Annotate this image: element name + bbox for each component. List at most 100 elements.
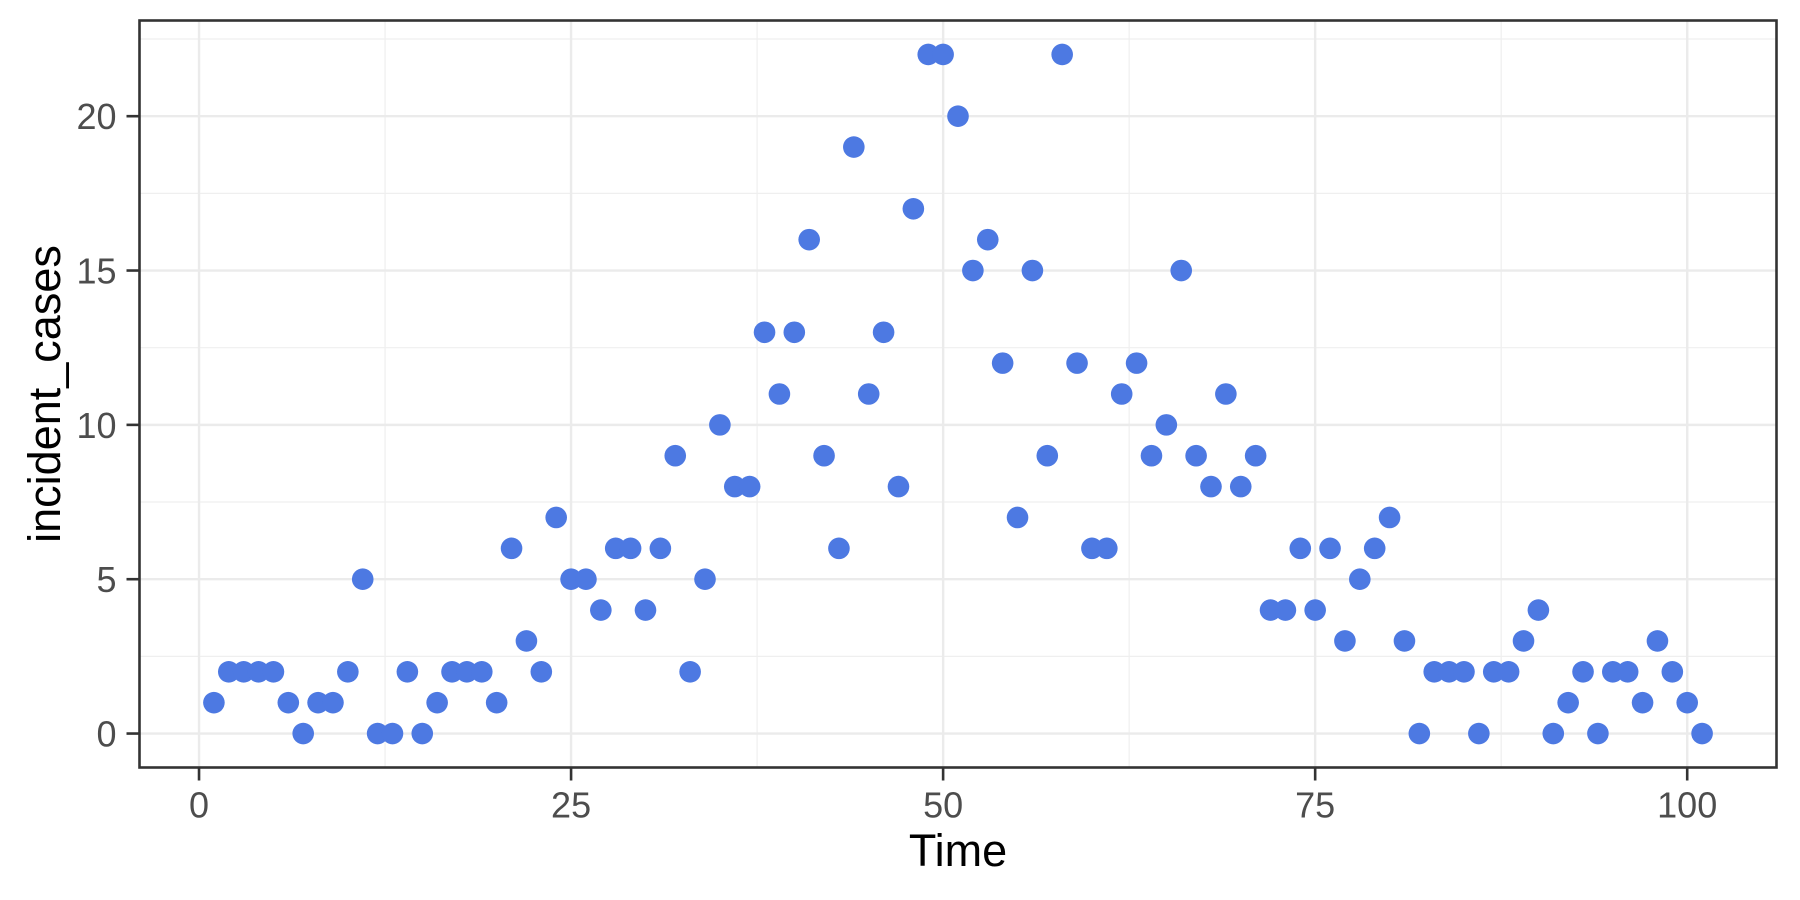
data-point: [1542, 722, 1565, 745]
data-point: [1497, 661, 1520, 683]
data-point: [991, 352, 1014, 374]
data-point: [1140, 444, 1163, 467]
data-point: [1021, 259, 1044, 282]
data-point: [783, 321, 806, 344]
data-point: [1557, 691, 1579, 714]
x-tick-label: 50: [923, 785, 963, 826]
data-point: [485, 691, 508, 714]
data-point: [426, 691, 448, 714]
data-point: [1587, 722, 1609, 745]
data-point: [1661, 661, 1684, 683]
panel-border: [138, 19, 1778, 769]
gridlines-major: [139, 20, 1777, 768]
data-point: [902, 197, 925, 220]
data-point: [232, 661, 255, 683]
data-point: [277, 691, 300, 714]
data-point: [709, 414, 731, 436]
data-point: [396, 661, 419, 683]
data-point: [456, 661, 478, 683]
data-point: [768, 383, 791, 405]
data-point: [1631, 691, 1654, 714]
data-point: [1423, 661, 1446, 683]
data-point: [560, 568, 582, 591]
data-point: [947, 105, 969, 127]
data-point: [500, 537, 523, 560]
x-tick-label: 75: [1295, 785, 1335, 826]
data-point: [1512, 630, 1535, 652]
x-tick-label: 25: [551, 785, 591, 826]
data-point: [679, 661, 701, 683]
data-point: [723, 475, 746, 498]
y-tick-label: 10: [76, 405, 116, 446]
data-point: [1602, 661, 1624, 683]
data-point: [1185, 444, 1207, 467]
y-tick-label: 15: [76, 251, 116, 292]
data-point: [1393, 630, 1416, 652]
data-point: [619, 537, 642, 560]
data-point: [1482, 661, 1505, 683]
data-point: [292, 722, 315, 745]
data-point: [1691, 722, 1713, 745]
data-point: [515, 630, 538, 652]
data-point: [1110, 383, 1133, 405]
data-point: [441, 661, 463, 683]
data-point: [1215, 383, 1237, 405]
x-tick-label: 0: [189, 785, 209, 826]
data-point: [1349, 568, 1371, 591]
data-point: [634, 599, 657, 621]
y-tick-label: 5: [96, 559, 116, 600]
data-point: [828, 537, 850, 560]
data-point: [1259, 599, 1282, 621]
data-point: [1438, 661, 1460, 683]
data-point: [1304, 599, 1326, 621]
data-point: [1616, 661, 1639, 683]
data-point: [1125, 352, 1148, 374]
data-point: [530, 661, 553, 683]
data-point: [962, 259, 984, 282]
data-point: [1170, 259, 1193, 282]
data-point: [1096, 537, 1118, 560]
data-point: [857, 383, 880, 405]
data-point: [575, 568, 597, 591]
data-point: [1244, 444, 1267, 467]
data-point: [411, 722, 434, 745]
data-point: [932, 43, 954, 66]
axis-tick-labels: 0 25 50 75 100 0 5 10 15 20: [76, 96, 1717, 825]
data-point: [1155, 414, 1178, 436]
data-point: [1036, 444, 1059, 467]
x-tick-label: 100: [1657, 785, 1717, 826]
data-point: [1527, 599, 1550, 621]
data-point: [381, 722, 404, 745]
data-point: [1319, 537, 1341, 560]
data-point: [738, 475, 761, 498]
data-point: [470, 661, 493, 683]
data-point: [1646, 630, 1669, 652]
data-point: [203, 691, 225, 714]
data-point: [1066, 352, 1088, 374]
data-point: [307, 691, 329, 714]
axis-ticks: [126, 114, 1689, 781]
data-point: [976, 228, 999, 251]
data-point: [1229, 475, 1252, 498]
data-point: [1572, 661, 1594, 683]
data-point: [887, 475, 910, 498]
y-axis-title: incident_cases: [19, 245, 70, 543]
data-point: [1363, 537, 1386, 560]
data-point: [753, 321, 776, 344]
data-point: [590, 599, 612, 621]
data-point: [694, 568, 716, 591]
data-point: [813, 444, 835, 467]
y-tick-label: 0: [96, 714, 116, 755]
data-point: [322, 691, 344, 714]
data-point: [1408, 722, 1431, 745]
data-point: [1274, 599, 1297, 621]
data-point: [366, 722, 389, 745]
data-point: [664, 444, 687, 467]
data-point: [1334, 630, 1356, 652]
data-point: [545, 506, 567, 529]
data-point: [1200, 475, 1222, 498]
data-point: [798, 228, 820, 251]
data-point: [872, 321, 895, 344]
